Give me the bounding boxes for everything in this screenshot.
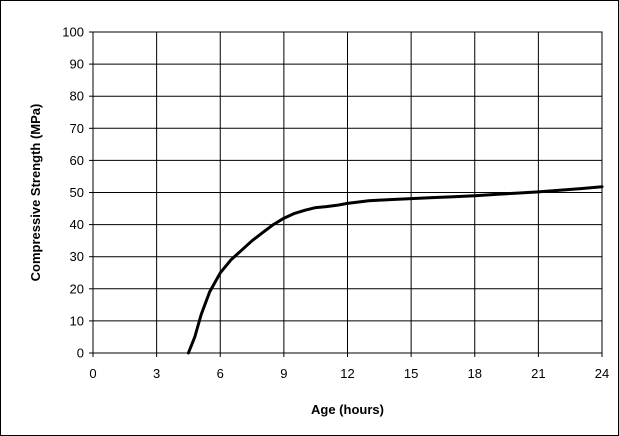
data-point bbox=[314, 206, 317, 209]
data-point bbox=[558, 189, 561, 192]
x-tick-label: 12 bbox=[340, 366, 354, 381]
y-tick-label: 40 bbox=[70, 217, 84, 232]
data-point bbox=[335, 204, 339, 207]
data-point bbox=[494, 193, 498, 196]
data-point bbox=[282, 216, 286, 220]
x-tick-label: 21 bbox=[531, 366, 545, 381]
data-point bbox=[431, 196, 434, 199]
y-tick-label: 50 bbox=[70, 185, 84, 200]
series-line bbox=[186, 185, 604, 355]
data-point bbox=[325, 205, 328, 208]
y-tick-label: 90 bbox=[70, 57, 84, 72]
x-tick-label: 24 bbox=[595, 366, 609, 381]
data-point bbox=[229, 258, 233, 262]
data-point bbox=[293, 212, 296, 215]
x-tick-label: 0 bbox=[89, 366, 96, 381]
data-point bbox=[473, 194, 476, 197]
data-point bbox=[452, 195, 455, 198]
data-point bbox=[367, 199, 370, 203]
data-point bbox=[303, 208, 307, 212]
y-tick-label: 10 bbox=[70, 313, 84, 328]
data-point bbox=[579, 187, 582, 190]
tick-marks bbox=[89, 31, 603, 357]
series-layer bbox=[186, 185, 604, 355]
data-point bbox=[346, 202, 349, 205]
data-point bbox=[208, 290, 211, 294]
data-point bbox=[261, 231, 264, 234]
tick-labels: 0 10 20 30 40 50 60 70 80 90 100 0 3 6 9 12 15 18 21 24 bbox=[62, 25, 609, 382]
y-tick-label: 30 bbox=[70, 249, 84, 264]
x-tick-label: 3 bbox=[153, 366, 160, 381]
y-tick-label: 100 bbox=[62, 25, 84, 40]
y-tick-label: 80 bbox=[70, 89, 84, 104]
x-axis-title: Age (hours) bbox=[311, 402, 384, 417]
grid bbox=[93, 32, 602, 353]
data-point bbox=[388, 198, 392, 201]
data-point bbox=[409, 197, 413, 200]
data-point bbox=[219, 271, 222, 274]
x-tick-label: 18 bbox=[468, 366, 482, 381]
x-tick-label: 15 bbox=[404, 366, 418, 381]
y-tick-label: 60 bbox=[70, 153, 84, 168]
data-point bbox=[187, 351, 190, 355]
y-tick-label: 20 bbox=[70, 281, 84, 296]
x-tick-label: 9 bbox=[280, 366, 287, 381]
data-point bbox=[240, 249, 243, 252]
data-point bbox=[199, 313, 203, 316]
y-axis-title: Compressive Strength (MPa) bbox=[28, 104, 43, 282]
data-point bbox=[600, 185, 604, 188]
data-point bbox=[272, 223, 275, 226]
y-tick-label: 0 bbox=[77, 346, 84, 361]
data-point bbox=[193, 335, 196, 339]
data-point bbox=[250, 239, 254, 242]
data-point bbox=[537, 190, 540, 194]
data-point bbox=[515, 191, 519, 195]
y-tick-label: 70 bbox=[70, 121, 84, 136]
x-tick-label: 6 bbox=[217, 366, 224, 381]
